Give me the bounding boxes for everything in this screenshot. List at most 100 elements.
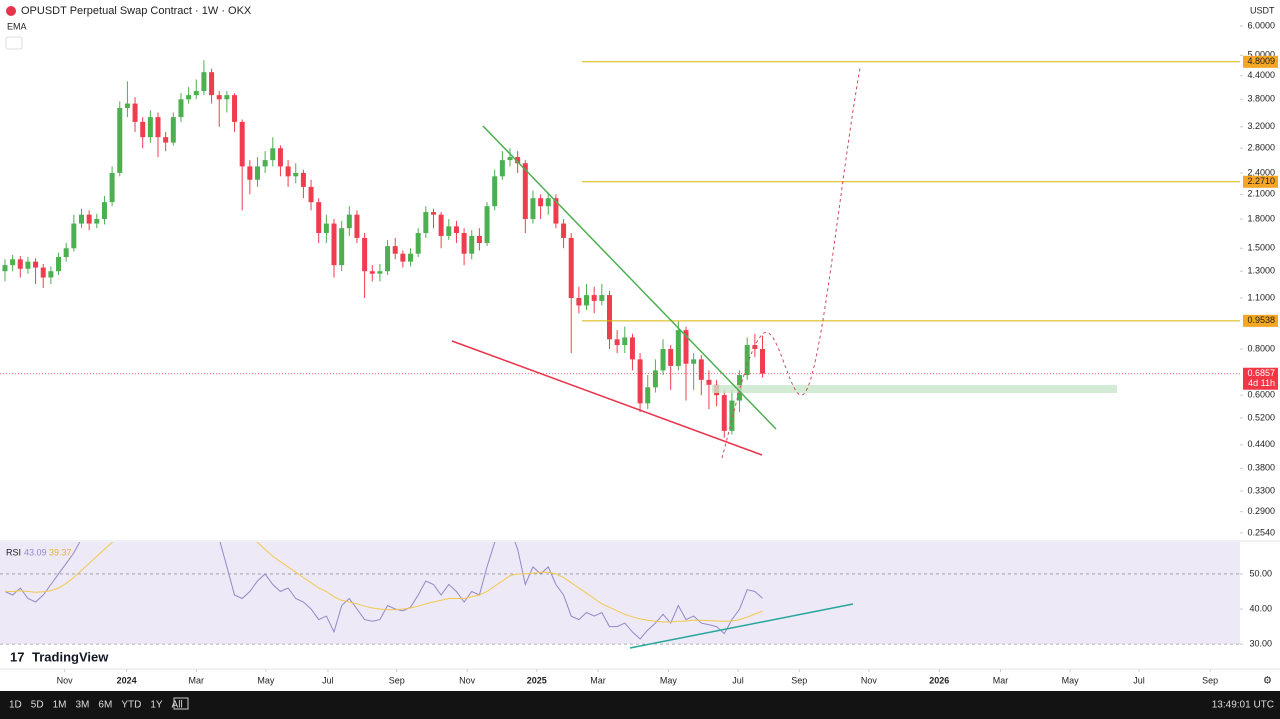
rsi-y-tick-label: 50.00 xyxy=(1249,568,1272,578)
y-tick-label: 2.1000 xyxy=(1247,189,1275,199)
candle-body xyxy=(469,235,475,254)
candle-body xyxy=(408,253,414,262)
candle-body xyxy=(40,267,46,278)
candle-body xyxy=(362,237,368,272)
range-button[interactable]: 3M xyxy=(76,700,90,711)
candle-body xyxy=(484,206,490,244)
collapse-button[interactable] xyxy=(5,36,23,50)
candle-body xyxy=(591,295,597,301)
price-level-label-bg xyxy=(1243,175,1278,188)
x-tick-label: Jul xyxy=(732,675,744,685)
candle-body xyxy=(438,214,444,236)
last-price-bg xyxy=(1243,367,1278,390)
candle-body xyxy=(584,295,590,306)
candle-body xyxy=(216,95,222,100)
candle-body xyxy=(262,160,268,167)
candle-body xyxy=(522,163,528,220)
candle-body xyxy=(606,295,612,340)
price-level-label-bg xyxy=(1243,314,1278,327)
candle-body xyxy=(56,257,62,272)
candle-body xyxy=(415,232,421,254)
candle-body xyxy=(385,246,391,272)
candle-body xyxy=(668,349,674,366)
candle-body xyxy=(461,232,467,254)
candle-body xyxy=(10,259,16,266)
candle-body xyxy=(270,148,276,161)
price-level-label: 4.8009 xyxy=(1247,56,1275,66)
range-button[interactable]: 1M xyxy=(53,700,67,711)
candle-body xyxy=(599,295,605,301)
range-button[interactable]: 1D xyxy=(9,700,22,711)
candle-body xyxy=(293,172,299,177)
bottom-toolbar: 13:49:01 UTC 1D 5D 1M 3M 6M YTD 1Y All xyxy=(0,691,1280,719)
trendline-support xyxy=(451,340,763,456)
range-button[interactable]: 1Y xyxy=(150,700,163,711)
y-tick-label: 0.3300 xyxy=(1247,485,1275,495)
price-level-label: 2.2710 xyxy=(1247,176,1275,186)
candle-body xyxy=(201,72,207,92)
candle-body xyxy=(2,265,8,272)
trendline-resistance xyxy=(482,125,777,430)
y-tick-label: 0.2540 xyxy=(1247,527,1275,537)
brand-logo: 17 xyxy=(10,649,24,664)
candle-body xyxy=(48,271,54,278)
price-level-label-bg xyxy=(1243,55,1278,68)
y-tick-label: 0.8000 xyxy=(1247,343,1275,353)
y-tick-label: 0.2900 xyxy=(1247,506,1275,516)
rsi-value: 43.09 xyxy=(24,547,47,557)
x-tick-label: May xyxy=(257,675,275,685)
candle-body xyxy=(239,121,245,167)
candle-body xyxy=(729,400,735,431)
candle-body xyxy=(163,137,169,143)
x-tick-label: Jul xyxy=(1133,675,1145,685)
x-tick-label: Sep xyxy=(1202,675,1218,685)
y-tick-label: 6.0000 xyxy=(1247,20,1275,30)
y-tick-label: 0.5200 xyxy=(1247,412,1275,422)
candle-body xyxy=(683,330,689,364)
candle-body xyxy=(576,297,582,306)
candle-body xyxy=(101,202,107,220)
candle-body xyxy=(706,379,712,385)
candle-body xyxy=(553,198,559,224)
rsi-line xyxy=(5,542,763,623)
x-tick-label: Nov xyxy=(459,675,476,685)
candle-body xyxy=(308,186,314,203)
candle-body xyxy=(78,214,84,224)
range-button[interactable]: 6M xyxy=(98,700,112,711)
candle-body xyxy=(492,176,498,207)
candle-body xyxy=(186,95,192,100)
y-tick-label: 1.5000 xyxy=(1247,243,1275,253)
candle-body xyxy=(446,226,452,236)
candle-body xyxy=(193,91,199,96)
y-tick-label: 2.8000 xyxy=(1247,143,1275,153)
candle-body xyxy=(94,219,100,224)
candle-body xyxy=(117,107,123,173)
candle-body xyxy=(132,103,138,122)
range-button[interactable]: 5D xyxy=(31,700,44,711)
currency-select[interactable]: USDT xyxy=(1250,5,1275,15)
range-button[interactable]: YTD xyxy=(121,700,141,711)
candle-body xyxy=(339,228,345,266)
y-tick-label: 4.4000 xyxy=(1247,70,1275,80)
rsi-trendline xyxy=(629,603,854,649)
candle-body xyxy=(652,370,658,388)
candle-body xyxy=(645,387,651,404)
date-range-button[interactable] xyxy=(173,697,189,710)
last-price-label: 0.6857 xyxy=(1247,368,1275,378)
candle-body xyxy=(760,349,766,374)
candle-body xyxy=(392,246,398,254)
drawings xyxy=(451,67,1117,649)
candle-body xyxy=(721,395,727,431)
candle-body xyxy=(109,172,115,203)
settings-icon[interactable]: ⚙ xyxy=(1263,676,1272,687)
price-level-label: 0.9538 xyxy=(1247,315,1275,325)
candle-body xyxy=(545,198,551,207)
candle-body xyxy=(691,359,697,364)
range-button[interactable]: All xyxy=(172,700,183,711)
indicator-label[interactable]: EMA xyxy=(7,21,27,31)
y-tick-label: 0.4400 xyxy=(1247,439,1275,449)
x-tick-label: Sep xyxy=(791,675,807,685)
candle-body xyxy=(530,198,536,220)
